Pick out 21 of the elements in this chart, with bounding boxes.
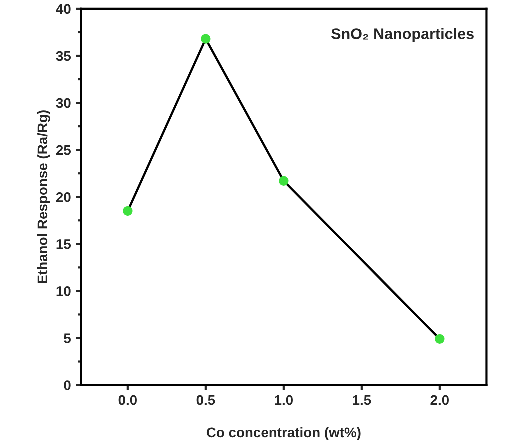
y-tick-label: 25 xyxy=(56,145,72,156)
y-tick-label: 15 xyxy=(56,240,72,250)
y-tick-label: 10 xyxy=(56,286,71,296)
x-tick-label: 0.0 xyxy=(118,395,138,406)
x-tick-label: 2.0 xyxy=(430,395,450,406)
y-tick-label: 35 xyxy=(56,51,72,62)
point xyxy=(201,34,211,44)
annotation: SnO₂ Nanoparticles xyxy=(332,28,474,42)
point xyxy=(435,334,445,344)
y-tick-label: 0 xyxy=(64,380,71,390)
x-axis-title: Co concentration (wt%) xyxy=(206,427,361,440)
point xyxy=(123,206,133,216)
x-tick-label: 1.0 xyxy=(275,395,294,406)
x-tick-label: 0.5 xyxy=(196,395,216,406)
y-tick-label: 20 xyxy=(56,192,71,202)
y-tick-label: 40 xyxy=(56,4,71,14)
y-axis-title: Ethanol Response (Ra/Rg) xyxy=(37,110,50,284)
point xyxy=(279,176,289,186)
y-tick-label: 5 xyxy=(64,334,72,344)
y-tick-label: 30 xyxy=(56,98,71,108)
x-tick-label: 1.5 xyxy=(353,396,372,406)
